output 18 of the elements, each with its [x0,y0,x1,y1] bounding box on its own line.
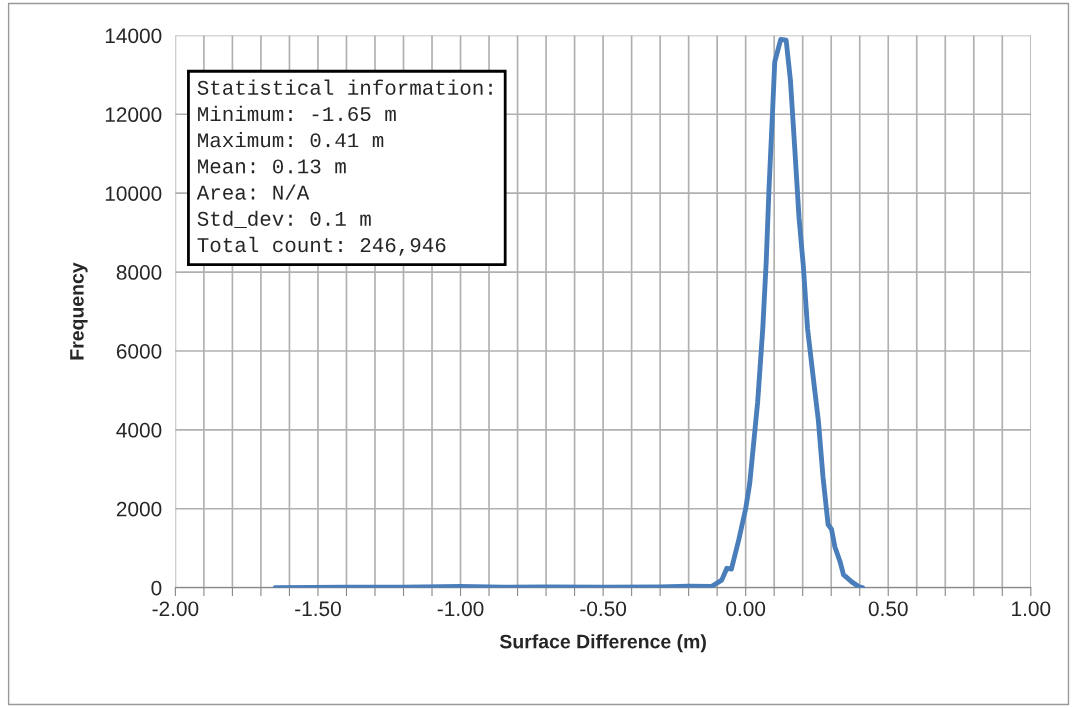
y-tick-label: 0 [151,580,162,596]
y-tick-label: 2000 [116,501,162,517]
x-tick-label: 0.50 [868,601,908,617]
x-tick-label: 1.00 [1012,601,1051,617]
y-tick-label: 6000 [116,343,162,359]
y-tick-label: 14000 [105,28,162,44]
x-tick-label: 0.00 [726,601,766,617]
x-tick-label: -1.50 [295,601,341,617]
y-tick-label: 12000 [105,107,162,123]
y-axis-title: Frequency [70,262,88,360]
x-axis-title: Surface Difference (m) [499,634,706,653]
x-tick-label: -0.50 [580,601,627,617]
x-tick-label: -1.00 [437,601,484,617]
y-tick-label: 10000 [105,186,162,201]
annotation: Statistical information: Minimum: -1.65 m Maximum: 0.41 m Mean: 0.13 m Area: N/A Std_dev: 0.1 m Total count: 246,946 [196,79,492,256]
x-tick-label: -2.00 [152,601,199,617]
y-tick-label: 4000 [116,422,162,438]
y-tick-label: 8000 [116,265,162,280]
